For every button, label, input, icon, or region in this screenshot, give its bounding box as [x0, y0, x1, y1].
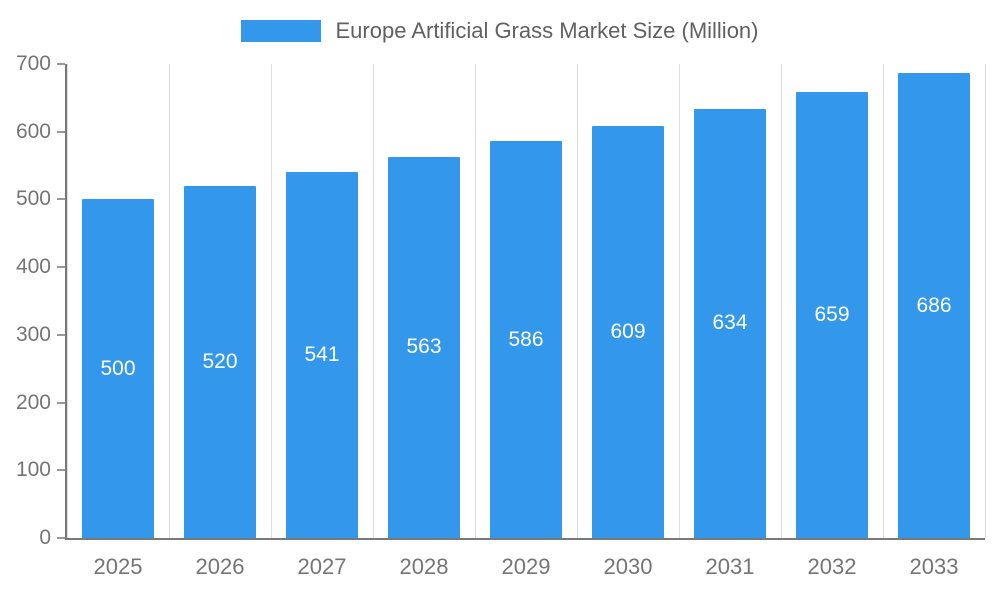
x-axis-label: 2029 — [501, 554, 551, 579]
bar: 686 — [898, 73, 970, 538]
bar: 520 — [184, 185, 256, 538]
x-axis-label: 2033 — [909, 554, 959, 579]
y-axis-label: 300 — [15, 322, 51, 346]
bar-value-label: 686 — [916, 293, 952, 317]
y-axis-label: 600 — [15, 119, 51, 143]
gridline — [270, 64, 272, 538]
bar-value-label: 520 — [202, 349, 238, 373]
y-tick — [57, 198, 65, 201]
gridline — [984, 64, 986, 538]
bar-value-label: 541 — [304, 342, 340, 366]
y-axis-label: 100 — [15, 458, 51, 482]
bar-value-label: 659 — [814, 302, 850, 326]
plot-area: 0 100 200 300 400 500 600 700 500 2025 520 2026 541 2… — [16, 52, 986, 579]
x-axis-label: 2028 — [399, 554, 449, 579]
y-axis-label: 0 — [39, 526, 51, 549]
bar: 563 — [388, 156, 460, 538]
gridline — [168, 64, 170, 538]
bar-value-label: 634 — [712, 311, 748, 335]
bar-value-label: 586 — [508, 327, 544, 351]
gridline — [780, 64, 782, 538]
bar: 541 — [286, 171, 358, 538]
y-tick — [57, 63, 65, 65]
gridline — [678, 64, 680, 538]
y-axis-label: 700 — [15, 52, 51, 75]
x-axis-label: 2026 — [195, 554, 245, 579]
gridline — [66, 64, 68, 538]
bar: 500 — [82, 199, 154, 538]
x-axis-label: 2030 — [603, 554, 653, 579]
bar-value-label: 563 — [406, 335, 442, 359]
bar: 659 — [796, 91, 868, 538]
gridline — [882, 64, 884, 538]
chart-title: Europe Artificial Grass Market Size (Mil… — [335, 18, 759, 43]
bar: 634 — [694, 108, 766, 538]
y-tick — [57, 130, 65, 133]
y-tick — [57, 401, 65, 404]
x-axis-label: 2032 — [807, 554, 857, 579]
bar-value-label: 609 — [610, 319, 646, 343]
y-tick — [57, 333, 65, 336]
y-tick — [57, 266, 65, 269]
x-axis-label: 2031 — [705, 554, 755, 579]
bar-value-label: 500 — [100, 356, 136, 380]
y-axis-label: 200 — [15, 390, 51, 414]
y-axis-label: 500 — [15, 187, 51, 211]
y-tick — [57, 537, 65, 539]
y-tick — [57, 469, 65, 472]
x-axis-label: 2025 — [93, 554, 143, 579]
x-axis-label: 2027 — [297, 554, 347, 579]
bar: 609 — [592, 125, 664, 538]
y-axis-label: 400 — [15, 255, 51, 279]
gridline — [372, 64, 374, 538]
bar: 586 — [490, 141, 562, 538]
gridline — [474, 64, 476, 538]
gridline — [576, 64, 578, 538]
legend-swatch — [241, 20, 322, 42]
chart-legend[interactable]: Europe Artificial Grass Market Size (Mil… — [0, 18, 1000, 44]
